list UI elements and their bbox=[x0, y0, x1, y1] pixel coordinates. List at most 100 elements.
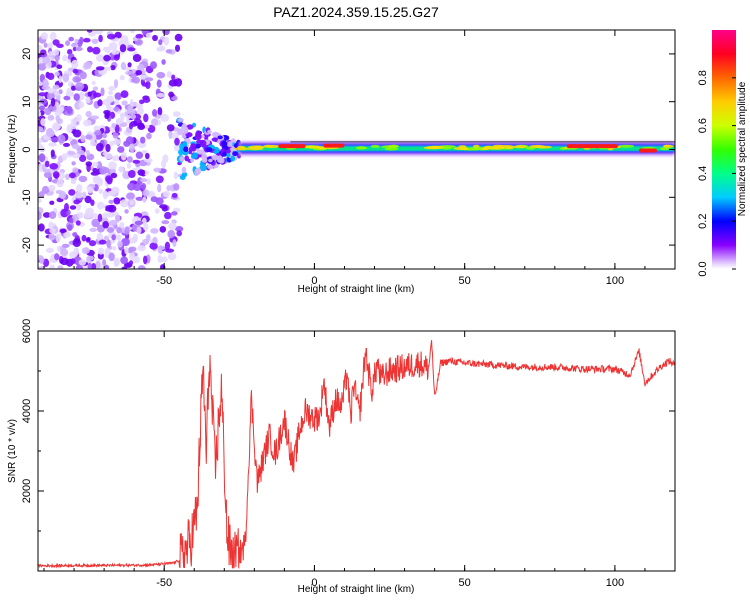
spectrogram-noise-cell bbox=[143, 255, 148, 265]
spectrogram-noise-cell bbox=[108, 219, 118, 226]
spectrogram-noise-cell bbox=[79, 71, 87, 80]
spectrogram-noise-cell bbox=[48, 142, 57, 147]
spectrogram-noise-cell bbox=[59, 228, 67, 234]
spectrogram-noise-cell bbox=[160, 113, 170, 122]
spectrogram-transition-cell bbox=[204, 135, 209, 141]
spectrogram-noise-cell bbox=[98, 188, 104, 194]
spectrogram-noise-cell bbox=[114, 257, 120, 267]
spectrogram-noise-cell bbox=[143, 113, 149, 123]
spectrogram-noise-cell bbox=[173, 171, 179, 180]
spectrogram-transition-cell bbox=[211, 137, 218, 142]
spectrogram-transition-cell bbox=[222, 151, 227, 157]
spectrogram-noise-cell bbox=[54, 111, 62, 117]
spectrogram-noise-cell bbox=[75, 46, 83, 52]
spectrogram-noise-cell bbox=[40, 118, 46, 126]
spectrogram-noise-cell bbox=[60, 257, 69, 266]
spectrogram-line-cell bbox=[512, 145, 527, 149]
spectrogram-noise-cell bbox=[72, 68, 79, 74]
spectrogram-noise-cell bbox=[70, 258, 76, 265]
spectrogram-noise-cell bbox=[120, 256, 128, 265]
spectrogram-noise-cell bbox=[78, 101, 85, 109]
spectrogram-line-cell bbox=[618, 144, 635, 148]
spectrogram-noise-cell bbox=[54, 124, 59, 132]
spectrogram-noise-cell bbox=[94, 129, 102, 136]
spectrogram-noise-cell bbox=[137, 245, 146, 252]
spectrogram-line-cell bbox=[263, 144, 274, 148]
spectrogram-noise-cell bbox=[38, 92, 47, 97]
spectrogram-noise-cell bbox=[153, 167, 162, 173]
spectrogram-noise-cell bbox=[136, 107, 144, 115]
spectrogram-noise-cell bbox=[133, 182, 142, 192]
spectrogram-noise-cell bbox=[38, 138, 43, 144]
spectrogram-transition-cell bbox=[201, 157, 208, 163]
spectrogram-noise-cell bbox=[144, 158, 153, 163]
spectrogram-line-cell bbox=[254, 145, 263, 149]
spectrogram-noise-cell bbox=[95, 66, 105, 71]
spectrogram-noise-cell bbox=[87, 46, 93, 53]
spectrogram-noise-cell bbox=[156, 71, 166, 79]
colorbar-tick-label: 0.8 bbox=[697, 70, 709, 85]
spectrogram-transition-cell bbox=[178, 149, 184, 156]
spectrogram-noise-cell bbox=[64, 203, 69, 212]
spectrogram-noise-cell bbox=[70, 43, 79, 48]
spectrogram-noise-cell bbox=[72, 238, 82, 247]
snr-y-axis-label: SNR (10 * v/v) bbox=[7, 419, 18, 483]
spectrogram-noise-cell bbox=[54, 253, 60, 261]
spectrogram-noise-cell bbox=[53, 91, 60, 97]
spectrogram-noise-cell bbox=[38, 153, 46, 163]
colorbar-tick-label: 0.4 bbox=[697, 166, 709, 181]
spectrogram-transition-cell bbox=[181, 166, 187, 174]
spectrogram-noise-cell bbox=[83, 61, 92, 70]
spectrogram-noise-cell bbox=[127, 170, 136, 178]
spectrogram-noise-cell bbox=[140, 136, 146, 144]
spectrogram-noise-cell bbox=[78, 91, 85, 101]
spectrogram-noise-cell bbox=[108, 199, 114, 204]
spectrogram-noise-cell bbox=[166, 124, 175, 132]
spectrogram-noise-cell bbox=[146, 178, 151, 185]
spectrogram-noise-cell bbox=[52, 171, 60, 179]
spectrogram-noise-cell bbox=[127, 62, 132, 68]
spectrogram-noise-cell bbox=[149, 242, 158, 250]
spectrogram-transition-cell bbox=[223, 135, 230, 141]
spectrogram-noise-cell bbox=[47, 42, 53, 49]
spectrogram-noise-cell bbox=[124, 246, 129, 255]
spectrogram-noise-cell bbox=[109, 140, 115, 147]
spectrogram-noise-cell bbox=[97, 247, 105, 255]
spectrogram-noise-cell bbox=[75, 82, 85, 91]
spectrogram-line-cell bbox=[660, 147, 670, 151]
spectrogram-noise-cell bbox=[42, 168, 52, 173]
spectrogram-noise-cell bbox=[62, 54, 68, 62]
spectrogram-noise-cell bbox=[65, 40, 71, 46]
spectrogram-noise-cell bbox=[167, 229, 175, 239]
spectrogram-noise-cell bbox=[82, 191, 87, 199]
spectrogram-transition-cell bbox=[194, 168, 199, 177]
snr-marks bbox=[38, 340, 675, 569]
spectrogram-noise-cell bbox=[111, 49, 120, 56]
spectrogram-noise-cell bbox=[48, 211, 57, 220]
spectrogram-noise-cell bbox=[49, 104, 57, 111]
spectrogram-noise-cell bbox=[52, 39, 60, 46]
spectrogram-noise-cell bbox=[152, 34, 158, 42]
spectrogram-panel: -50 0 50 100 -20 -10 0 10 20 Height of straight … bbox=[7, 29, 676, 295]
spectrogram-noise-cell bbox=[150, 61, 157, 69]
spectrogram-noise-cell bbox=[151, 118, 159, 127]
spectrogram-noise-cell bbox=[68, 189, 76, 196]
spectrogram-noise-cell bbox=[92, 86, 99, 91]
spectrogram-noise-cell bbox=[72, 232, 78, 237]
spectrogram-noise-cell bbox=[128, 260, 134, 265]
spectrogram-noise-cell bbox=[78, 175, 88, 183]
spectrogram-noise-cell bbox=[105, 175, 113, 183]
spectrogram-noise-cell bbox=[163, 36, 170, 46]
spectrogram-noise-cell bbox=[132, 159, 141, 164]
spectrogram-noise-cell bbox=[167, 252, 177, 261]
spectrogram-noise-cell bbox=[135, 196, 144, 201]
spectrogram-noise-cell bbox=[139, 99, 145, 105]
spectrogram-noise-cell bbox=[49, 227, 56, 234]
spectrogram-transition-cell bbox=[196, 149, 205, 155]
spectrogram-noise-cell bbox=[110, 172, 118, 179]
spectrogram-peak-segment bbox=[323, 143, 345, 148]
spectrogram-noise-cell bbox=[88, 255, 94, 261]
snr-x-tick-label: 50 bbox=[459, 577, 471, 589]
spectrogram-noise-cell bbox=[107, 190, 116, 196]
spectrogram-noise-cell bbox=[139, 178, 148, 183]
